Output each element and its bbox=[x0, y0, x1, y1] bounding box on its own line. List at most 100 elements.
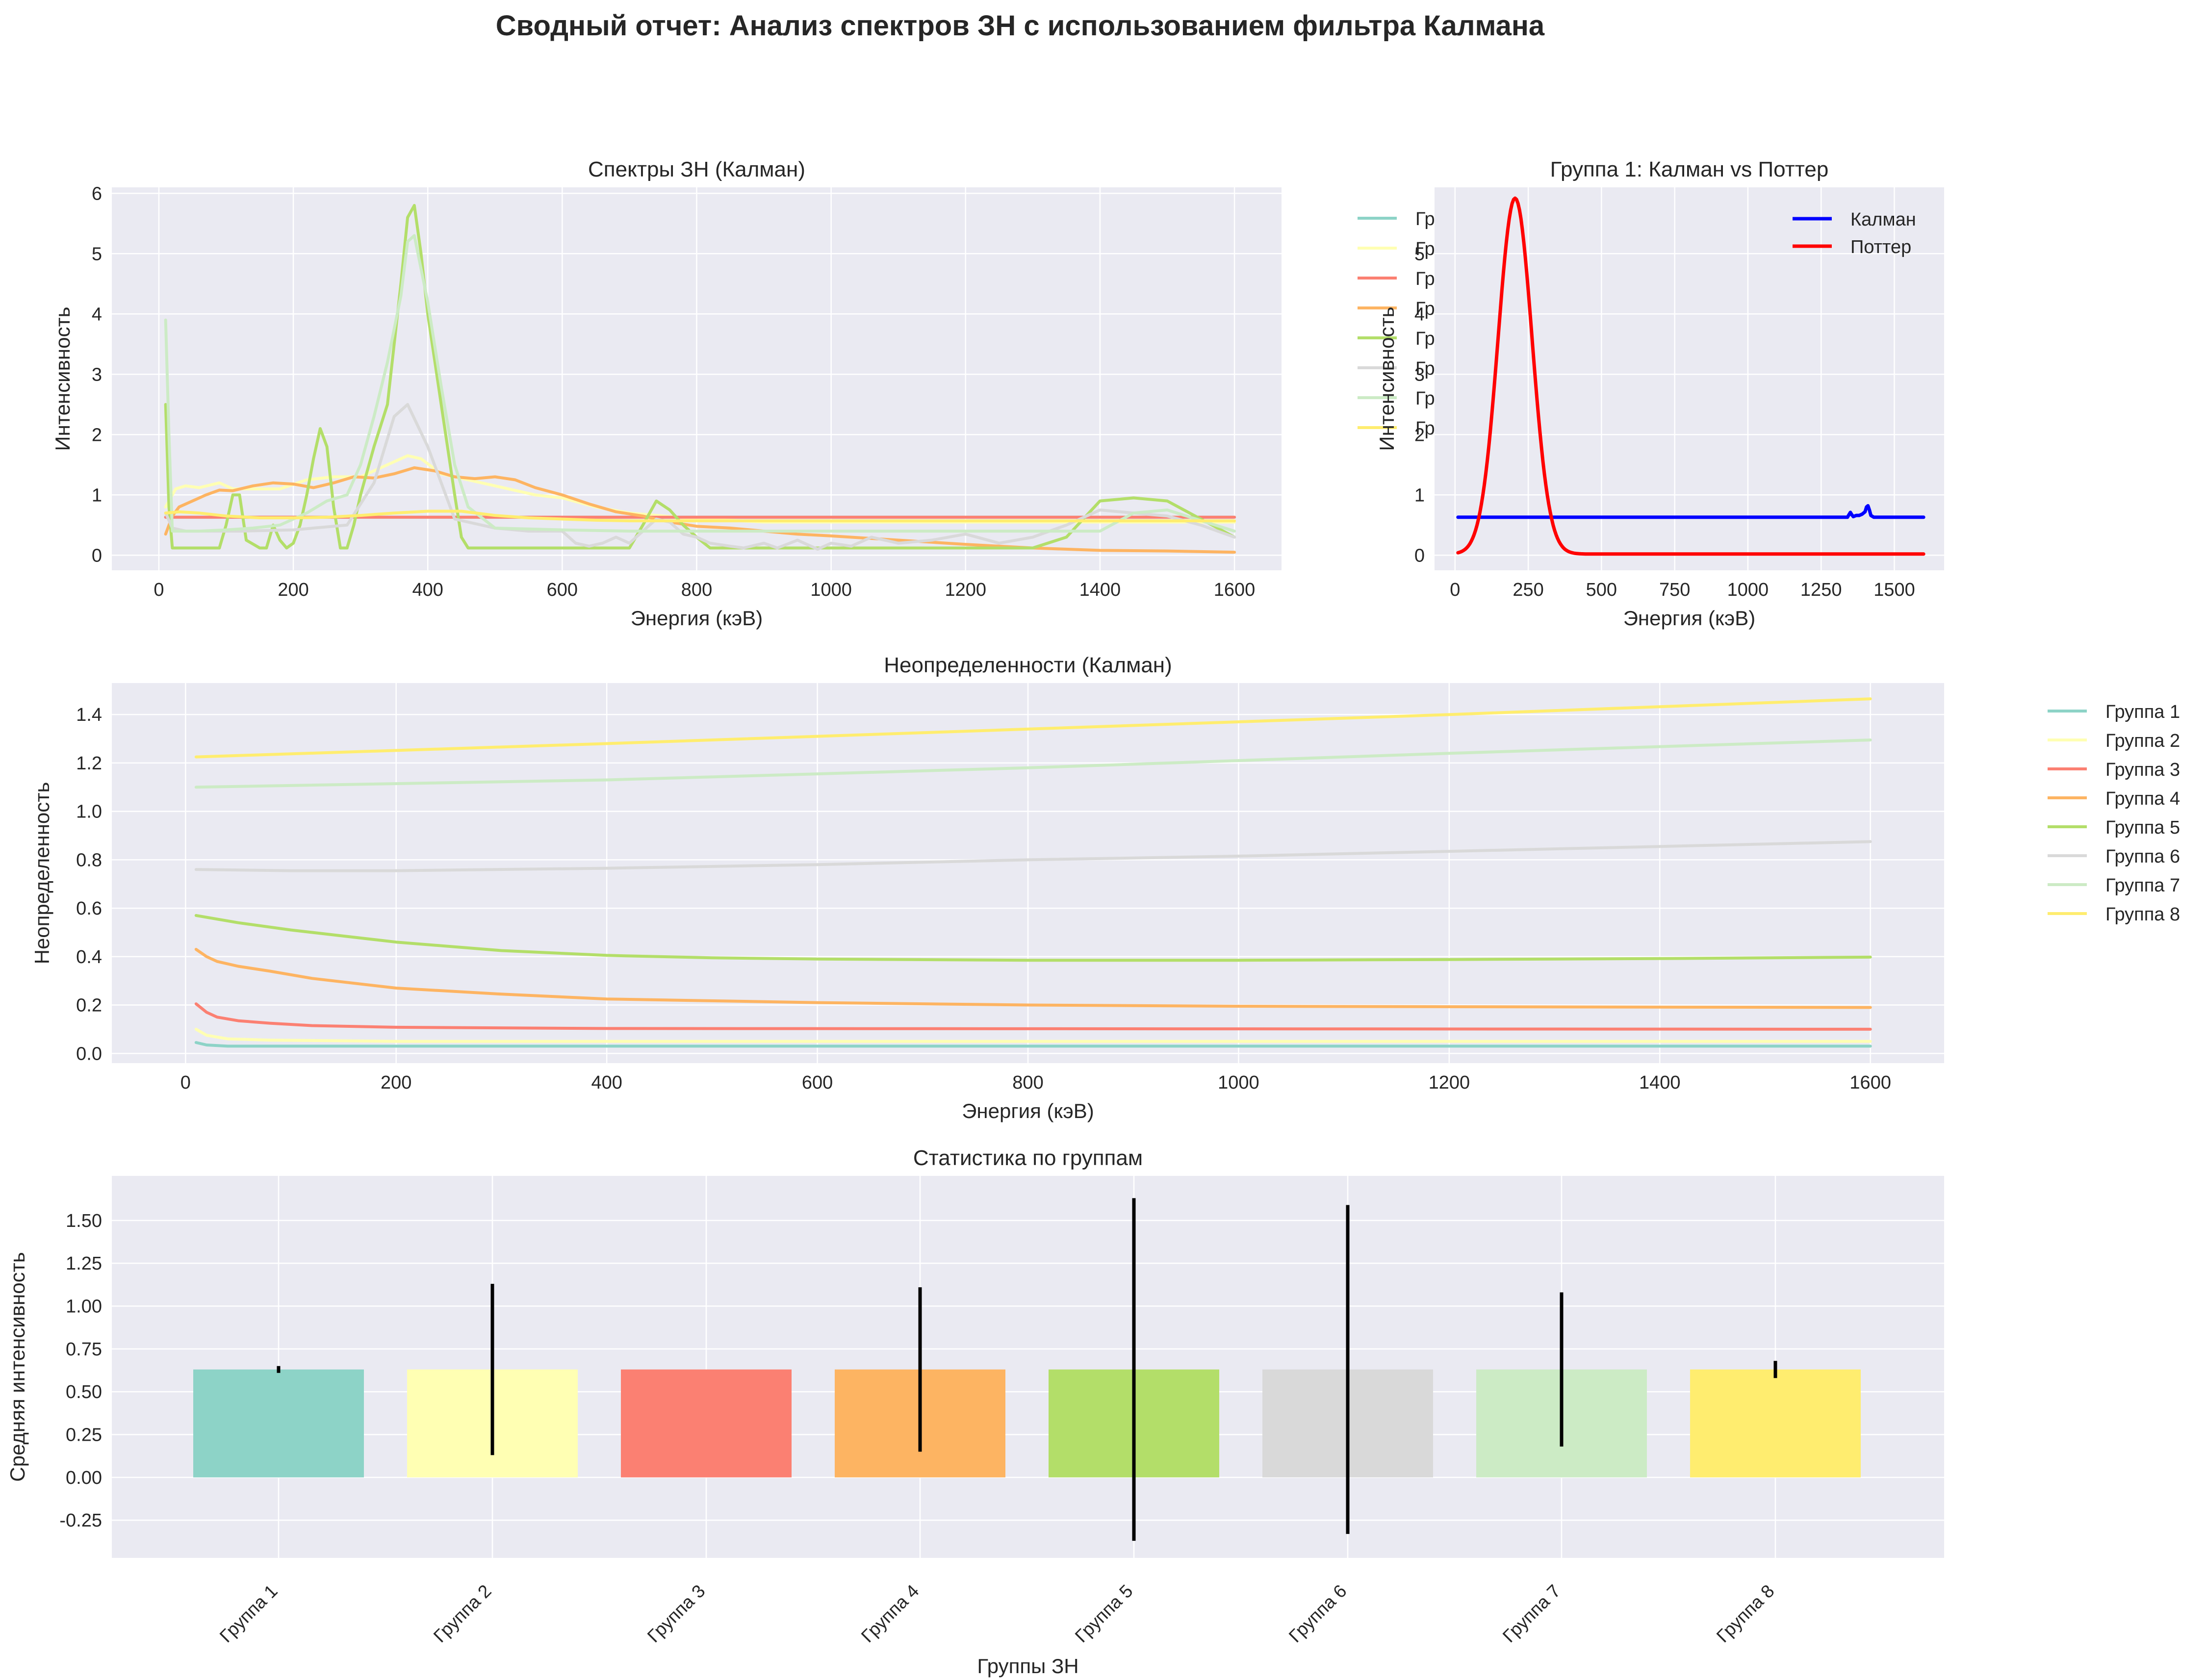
compare-ylabel: Интенсивность bbox=[1375, 306, 1398, 451]
uncert-ytick-label: 0.6 bbox=[76, 898, 102, 919]
spectra-ytick-label: 3 bbox=[92, 364, 102, 385]
uncertainty-line-group-3 bbox=[194, 1002, 1872, 1031]
uncert-xlabel: Энергия (кэВ) bbox=[962, 1099, 1094, 1122]
uncert-ytick-label: 0.4 bbox=[76, 947, 102, 967]
uncertainty-line-group-1 bbox=[194, 1041, 1872, 1048]
compare-xtick-label: 1250 bbox=[1800, 580, 1842, 600]
spectra-ytick-label: 1 bbox=[92, 485, 102, 506]
spectra-xtick-label: 800 bbox=[681, 580, 712, 600]
legend-label-uncertainty-5: Группа 5 bbox=[2105, 817, 2180, 838]
legend-label-uncertainty-8: Группа 8 bbox=[2105, 904, 2180, 925]
stats-ylabel: Средняя интенсивность bbox=[6, 1252, 29, 1481]
legend-label-uncertainty-4: Группа 4 bbox=[2105, 789, 2180, 809]
bar-group-3 bbox=[621, 1369, 792, 1477]
stats-xlabel: Группы ЗН bbox=[977, 1655, 1078, 1678]
spectrum-line-group-4 bbox=[164, 466, 1236, 554]
spectra-ylabel: Интенсивность bbox=[51, 306, 74, 451]
compare-xtick-label: 1500 bbox=[1873, 580, 1915, 600]
chart-uncert: 0.0 0.2 0.4 0.6 0.8 1.0 1.2 1.4 0 200 400 600 800 100… bbox=[30, 653, 2180, 1122]
spectra-xtick-label: 200 bbox=[278, 580, 308, 600]
uncert-title: Неопределенности (Калман) bbox=[884, 653, 1172, 677]
uncert-ytick-label: 1.2 bbox=[76, 753, 102, 774]
uncert-ytick-label: 0.0 bbox=[76, 1044, 102, 1064]
stats-ytick-label: 1.00 bbox=[66, 1296, 102, 1317]
legend-label-spectra-6: Гр bbox=[1415, 358, 1435, 379]
legend-label-uncertainty-6: Группа 6 bbox=[2105, 846, 2180, 867]
uncertainty-line-group-7 bbox=[194, 738, 1872, 789]
bar-group-8 bbox=[1690, 1369, 1861, 1477]
legend-label-spectra-2: Гр bbox=[1415, 239, 1435, 259]
legend-label-uncertainty-7: Группа 7 bbox=[2105, 875, 2180, 896]
compare-ytick-label: 3 bbox=[1414, 364, 1425, 385]
stats-ytick-label: 0.00 bbox=[66, 1468, 102, 1488]
potter-line bbox=[1456, 196, 1925, 556]
uncertainty-line-group-8 bbox=[194, 697, 1872, 759]
uncert-ytick-label: 1.0 bbox=[76, 802, 102, 822]
spectra-xlabel: Энергия (кэВ) bbox=[631, 607, 763, 630]
spectra-xtick-label: 1000 bbox=[810, 580, 852, 600]
legend-label-spectra-3: Гр bbox=[1415, 269, 1435, 289]
uncertainty-line-group-5 bbox=[194, 914, 1872, 962]
compare-xtick-label: 0 bbox=[1450, 580, 1460, 600]
compare-title: Группа 1: Калман vs Поттер bbox=[1550, 157, 1829, 181]
kalman-line bbox=[1456, 504, 1925, 519]
legend-label-uncertainty-3: Группа 3 bbox=[2105, 760, 2180, 780]
spectra-ytick-label: 0 bbox=[92, 545, 102, 566]
legend-label-spectra-1: Гр bbox=[1415, 209, 1435, 229]
spectra-xtick-label: 600 bbox=[547, 580, 578, 600]
uncert-ytick-label: 0.2 bbox=[76, 995, 102, 1016]
uncertainty-line-group-4 bbox=[194, 948, 1872, 1009]
compare-ytick-label: 1 bbox=[1414, 485, 1425, 506]
spectrum-line-group-6 bbox=[164, 403, 1236, 551]
uncert-xtick-label: 400 bbox=[591, 1072, 622, 1093]
compare-xlabel: Энергия (кэВ) bbox=[1623, 607, 1756, 630]
uncert-xtick-label: 200 bbox=[381, 1072, 411, 1093]
uncert-xtick-label: 1000 bbox=[1218, 1072, 1259, 1093]
spectra-xtick-label: 400 bbox=[412, 580, 443, 600]
compare-ytick-label: 5 bbox=[1414, 244, 1425, 264]
stats-ytick-label: 0.25 bbox=[66, 1425, 102, 1445]
spectra-ytick-label: 5 bbox=[92, 244, 102, 264]
uncert-xtick-label: 1400 bbox=[1639, 1072, 1681, 1093]
uncert-xtick-label: 0 bbox=[180, 1072, 191, 1093]
stats-plot-area bbox=[112, 1176, 1944, 1558]
uncert-ytick-label: 1.4 bbox=[76, 705, 102, 725]
uncert-xtick-label: 600 bbox=[802, 1072, 833, 1093]
spectrum-line-group-8 bbox=[164, 509, 1236, 523]
stats-ytick-label: 1.50 bbox=[66, 1211, 102, 1231]
legend-label-spectra-4: Гр bbox=[1415, 299, 1435, 319]
chart-stats: -0.25 0.00 0.25 0.50 0.75 1.00 1.25 1.50 Статист… bbox=[6, 1146, 1944, 1678]
stats-ytick-label: 0.75 bbox=[66, 1339, 102, 1360]
compare-ytick-label: 2 bbox=[1414, 425, 1425, 445]
uncert-xtick-label: 800 bbox=[1012, 1072, 1043, 1093]
uncert-ylabel: Неопределенность bbox=[30, 782, 53, 965]
legend-label-kalman: Калман bbox=[1850, 209, 1916, 230]
chart-compare: 0 1 2 3 4 5 0 250 500 750 1000 1250 1500 Группа 1: Ка… bbox=[1375, 157, 1944, 630]
stats-ytick-label: 1.25 bbox=[66, 1253, 102, 1274]
compare-xtick-label: 250 bbox=[1513, 580, 1543, 600]
bar-group-1 bbox=[193, 1369, 364, 1477]
compare-xtick-label: 1000 bbox=[1727, 580, 1769, 600]
uncertainty-line-group-6 bbox=[194, 840, 1872, 872]
legend-label-uncertainty-2: Группа 2 bbox=[2105, 731, 2180, 751]
legend-label-uncertainty-1: Группа 1 bbox=[2105, 702, 2180, 722]
spectra-ytick-label: 6 bbox=[92, 183, 102, 204]
uncertainty-line-group-2 bbox=[194, 1027, 1872, 1043]
compare-ytick-label: 0 bbox=[1414, 545, 1425, 566]
spectra-ytick-label: 2 bbox=[92, 425, 102, 445]
stats-title: Статистика по группам bbox=[913, 1146, 1143, 1170]
compare-plot-area bbox=[1435, 187, 1944, 570]
report-title: Сводный отчет: Анализ спектров ЗН с испо… bbox=[496, 10, 1545, 42]
stats-ytick-label: -0.25 bbox=[59, 1510, 102, 1531]
legend-label-potter: Поттер bbox=[1850, 237, 1911, 257]
legend-label-spectra-5: Гр bbox=[1415, 329, 1435, 349]
compare-ytick-label: 4 bbox=[1414, 304, 1425, 325]
spectra-ytick-label: 4 bbox=[92, 304, 102, 325]
spectra-xtick-label: 1200 bbox=[945, 580, 987, 600]
uncert-xtick-label: 1200 bbox=[1429, 1072, 1470, 1093]
compare-xtick-label: 500 bbox=[1586, 580, 1617, 600]
stats-ytick-label: 0.50 bbox=[66, 1382, 102, 1402]
legend-label-spectra-8: Гр bbox=[1415, 418, 1435, 439]
